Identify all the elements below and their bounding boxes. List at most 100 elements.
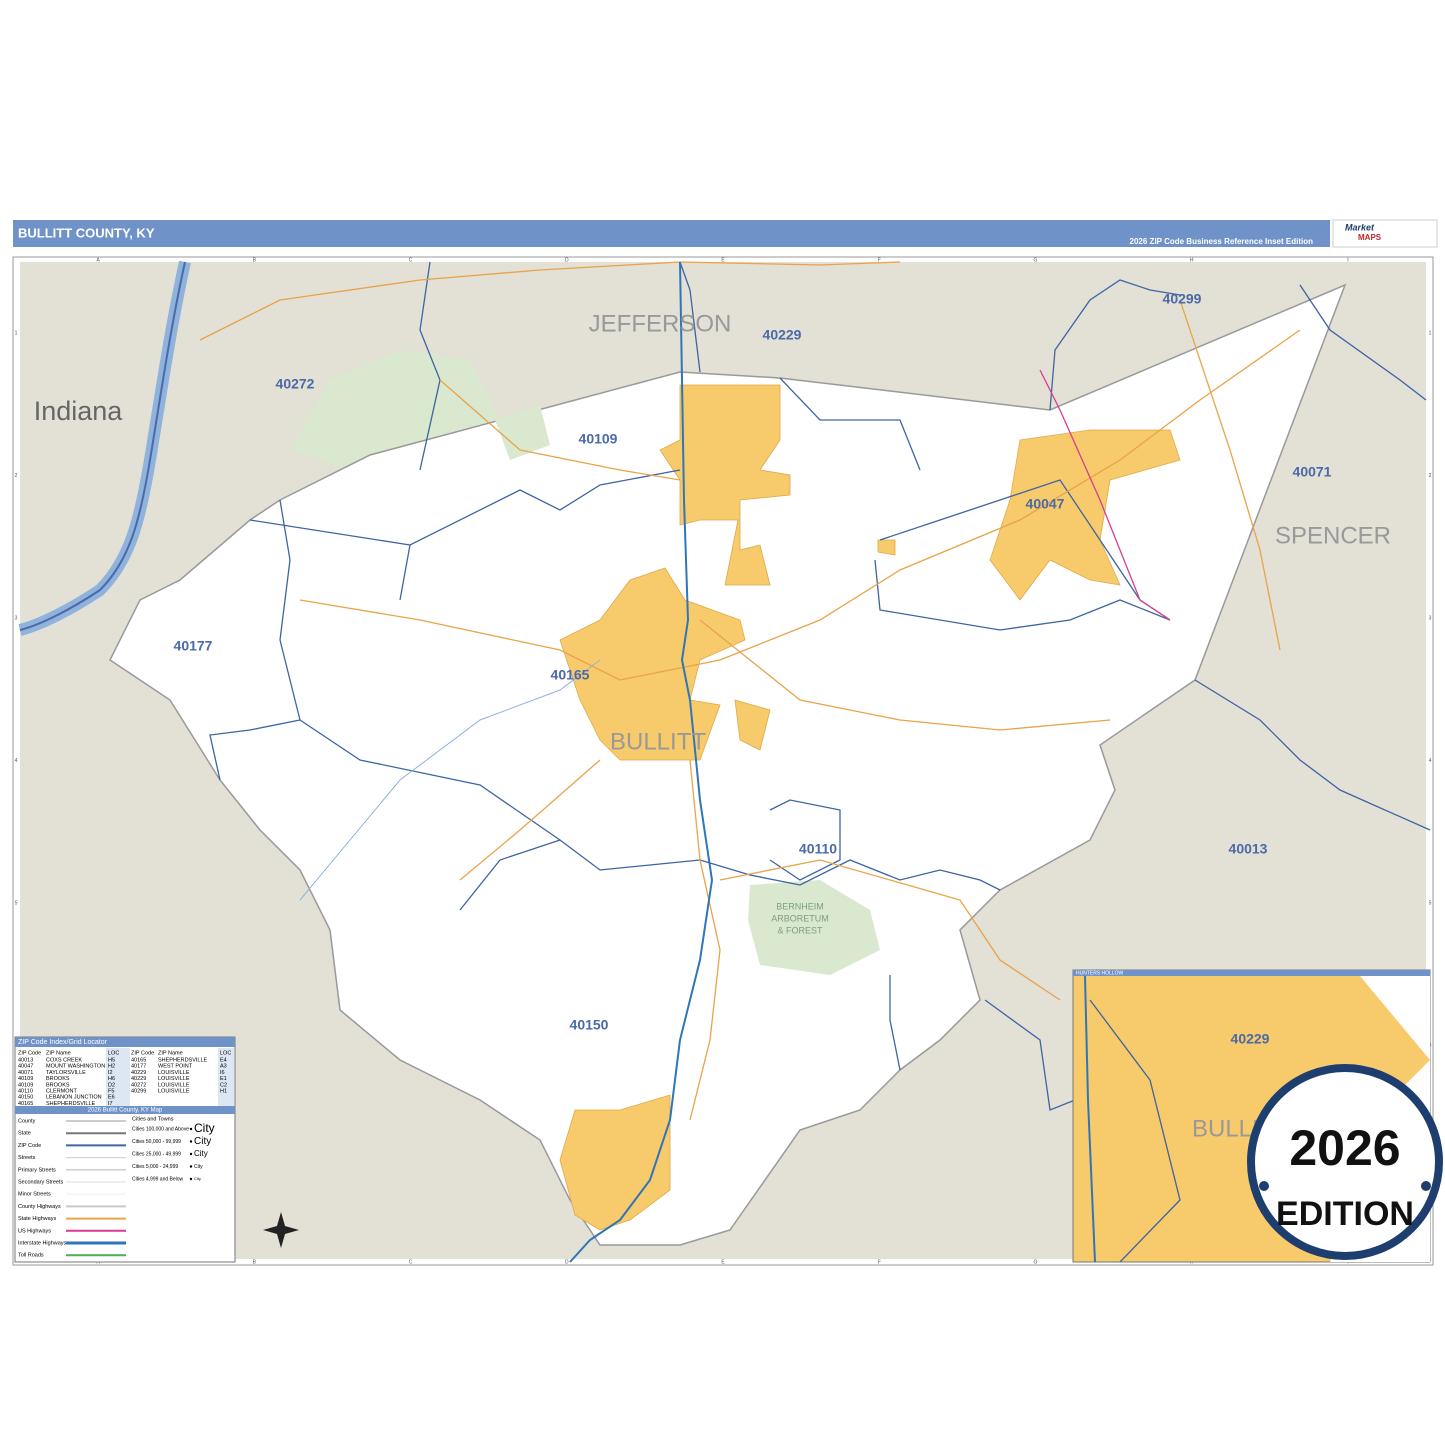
index-cell: 40165 (18, 1101, 33, 1107)
index-column-header: LOC (220, 1050, 231, 1056)
grid-row-label: 5 (15, 900, 18, 906)
legend-city-sample: City (194, 1164, 203, 1170)
index-cell: I6 (220, 1070, 225, 1076)
badge-dot (1421, 1181, 1431, 1191)
grid-column-label: B (253, 257, 257, 263)
road (439, 379, 681, 481)
index-cell: E4 (220, 1057, 227, 1063)
legend-label: Primary Streets (18, 1167, 56, 1173)
map-label: 40150 (570, 1017, 609, 1033)
legend-city-label: Cities 100,000 and Above (132, 1126, 189, 1132)
zip-boundary (419, 261, 441, 471)
map-label: Indiana (34, 396, 124, 426)
index-loc-shade (218, 1048, 234, 1106)
index-cell: H2 (108, 1064, 115, 1070)
city-dot (189, 1140, 193, 1143)
index-cell: 40177 (131, 1064, 146, 1070)
zip-boundary (779, 377, 921, 471)
zip-boundary (249, 469, 681, 546)
grid-column-label: A (96, 257, 100, 263)
index-cell: 40109 (18, 1082, 33, 1088)
index-cell: SHEPHERDSVILLE (158, 1057, 208, 1063)
map-label: 40013 (1229, 841, 1268, 857)
compass (263, 1212, 299, 1248)
grid-row-label: 4 (1429, 758, 1432, 764)
map-label: 40272 (276, 376, 315, 392)
index-column-header: ZIP Code (131, 1050, 154, 1056)
city-area (559, 567, 746, 761)
grid-row-label: 2 (15, 473, 18, 479)
index-cell: H6 (108, 1076, 115, 1082)
forest (290, 350, 500, 470)
legend-label: US Highways (18, 1228, 51, 1234)
legend-label: ZIP Code (18, 1143, 41, 1149)
grid-column-label: I (1347, 257, 1348, 263)
map-label: ARBORETUM (771, 913, 829, 923)
legend-label: County (18, 1118, 36, 1124)
index-cell: E1 (220, 1076, 227, 1082)
map-label: 40071 (1293, 464, 1332, 480)
badge-year: 2026 (1289, 1120, 1400, 1176)
legend-label: Toll Roads (18, 1253, 44, 1259)
arboretum (748, 880, 880, 975)
map-label: 40165 (551, 667, 590, 683)
index-cell: D2 (108, 1082, 115, 1088)
index-column-header: ZIP Code (18, 1050, 41, 1056)
index-cell: COXS CREEK (46, 1057, 82, 1063)
header-title: BULLITT COUNTY, KY (18, 225, 155, 240)
city-dot (189, 1177, 193, 1181)
zip-boundary (769, 799, 841, 881)
legend-label: Minor Streets (18, 1192, 51, 1198)
legend-city-label: Cities 5,000 - 24,999 (132, 1164, 178, 1170)
index-title: ZIP Code Index/Grid Locator (18, 1039, 108, 1046)
grid-column-label: G (1033, 1259, 1037, 1265)
index-cell: TAYLORSVILLE (46, 1070, 86, 1076)
legend-label: Secondary Streets (18, 1179, 63, 1185)
map-title-bar (15, 1106, 235, 1114)
map-label: 40109 (579, 431, 618, 447)
grid-row-label: 5 (1429, 900, 1432, 906)
city-dot (189, 1165, 193, 1168)
badge-dot (1259, 1181, 1269, 1191)
index-loc-shade (106, 1048, 130, 1106)
grid-column-label: E (721, 257, 725, 263)
city-dot (189, 1127, 193, 1131)
zip-boundary (889, 975, 901, 1071)
road (719, 859, 1061, 1001)
index-cell: LEBANON JUNCTION (46, 1095, 102, 1101)
inset-title: HUNTERS HOLLOW (1076, 970, 1124, 976)
inset-label: 40229 (1231, 1031, 1270, 1047)
map-label: BERNHEIM (776, 901, 824, 911)
inset-header (1073, 970, 1430, 976)
grid-column-label: F (878, 1259, 881, 1265)
legend-cities-title: Cities and Towns (132, 1116, 174, 1122)
zip-boundary (984, 999, 1076, 1111)
edition-badge (1247, 1064, 1443, 1260)
city-dot (189, 1152, 193, 1156)
index-column-header: ZIP Name (158, 1050, 183, 1056)
index-column-header: ZIP Name (46, 1050, 71, 1056)
zip-boundary (1194, 679, 1431, 831)
index-cell: CLERMONT (46, 1088, 78, 1094)
index-cell: 40109 (18, 1076, 33, 1082)
grid-row-label: 2 (1429, 473, 1432, 479)
logo-name: Market (1345, 222, 1375, 232)
zip-boundary (699, 859, 1001, 891)
index-cell: F5 (108, 1088, 114, 1094)
zip-boundary (1299, 284, 1427, 401)
index-cell: 40047 (18, 1064, 33, 1070)
index-cell: I2 (108, 1070, 113, 1076)
grid-row-label: 4 (15, 758, 18, 764)
logo-box (1332, 219, 1438, 248)
grid-column-label: C (409, 257, 413, 263)
grid-column-label: E (721, 1259, 725, 1265)
index-cell: 40071 (18, 1070, 33, 1076)
index-cell: LOUISVILLE (158, 1088, 190, 1094)
grid-column-label: F (878, 257, 881, 263)
stream (299, 659, 601, 901)
index-cell: 40150 (18, 1095, 33, 1101)
zip-boundary (459, 839, 561, 911)
index-cell: E6 (108, 1095, 115, 1101)
city-area (877, 539, 896, 556)
river-edge (19, 261, 186, 631)
